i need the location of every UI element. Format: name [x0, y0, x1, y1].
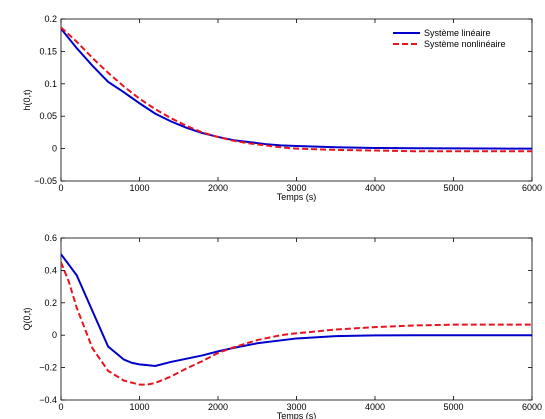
- x-axis-label: Temps (s): [277, 411, 317, 419]
- legend-entry: Système linéaire: [424, 28, 491, 38]
- x-tick-label: 4000: [365, 402, 385, 412]
- plot-h-vs-time: 0 1000 2000 3000 4000 5000 6000−0.0500.050.10.…: [22, 14, 542, 202]
- series-line-lineaire: [61, 253, 532, 367]
- x-tick-label: 0: [58, 183, 63, 193]
- x-tick-label: 5000: [443, 183, 463, 193]
- y-tick-label: −0.4: [39, 395, 57, 405]
- x-axis-label: Temps (s): [277, 192, 317, 202]
- x-tick-label: 3000: [286, 183, 306, 193]
- y-tick-label: 0.15: [39, 46, 57, 56]
- series-line-nonlineaire: [61, 26, 532, 153]
- y-tick-label: 0: [52, 144, 57, 154]
- axes-box: [60, 18, 533, 182]
- y-tick-label: 0.05: [39, 111, 57, 121]
- y-axis-label: h(0,t): [22, 89, 32, 110]
- y-tick-label: 0.2: [44, 14, 57, 24]
- y-axis-label: Q(0,t): [22, 307, 32, 330]
- y-tick-label: 0.1: [44, 79, 57, 89]
- x-tick-label: 6000: [522, 183, 542, 193]
- y-tick-label: 0: [52, 330, 57, 340]
- x-tick-label: 4000: [365, 183, 385, 193]
- x-tick-label: 0: [58, 402, 63, 412]
- y-tick-label: 0.2: [44, 298, 57, 308]
- y-tick-label: −0.05: [34, 176, 57, 186]
- x-tick-label: 2000: [208, 183, 228, 193]
- x-tick-label: 3000: [286, 402, 306, 412]
- axes-box: [60, 237, 533, 401]
- x-tick-label: 5000: [443, 402, 463, 412]
- series-line-nonlineaire: [61, 261, 532, 386]
- x-tick-label: 2000: [208, 402, 228, 412]
- plot-q-vs-time: 0 1000 2000 3000 4000 5000 6000 −0.4 −0.2 0 0.2 0.4…: [22, 233, 542, 419]
- x-tick-label: 1000: [129, 402, 149, 412]
- x-tick-label: 1000: [129, 183, 149, 193]
- y-tick-label: 0.4: [44, 265, 57, 275]
- x-tick-label: 6000: [522, 402, 542, 412]
- y-tick-label: −0.2: [39, 363, 57, 373]
- legend-entry: Système nonlinéaire: [424, 39, 506, 49]
- y-tick-label: 0.6: [44, 233, 57, 243]
